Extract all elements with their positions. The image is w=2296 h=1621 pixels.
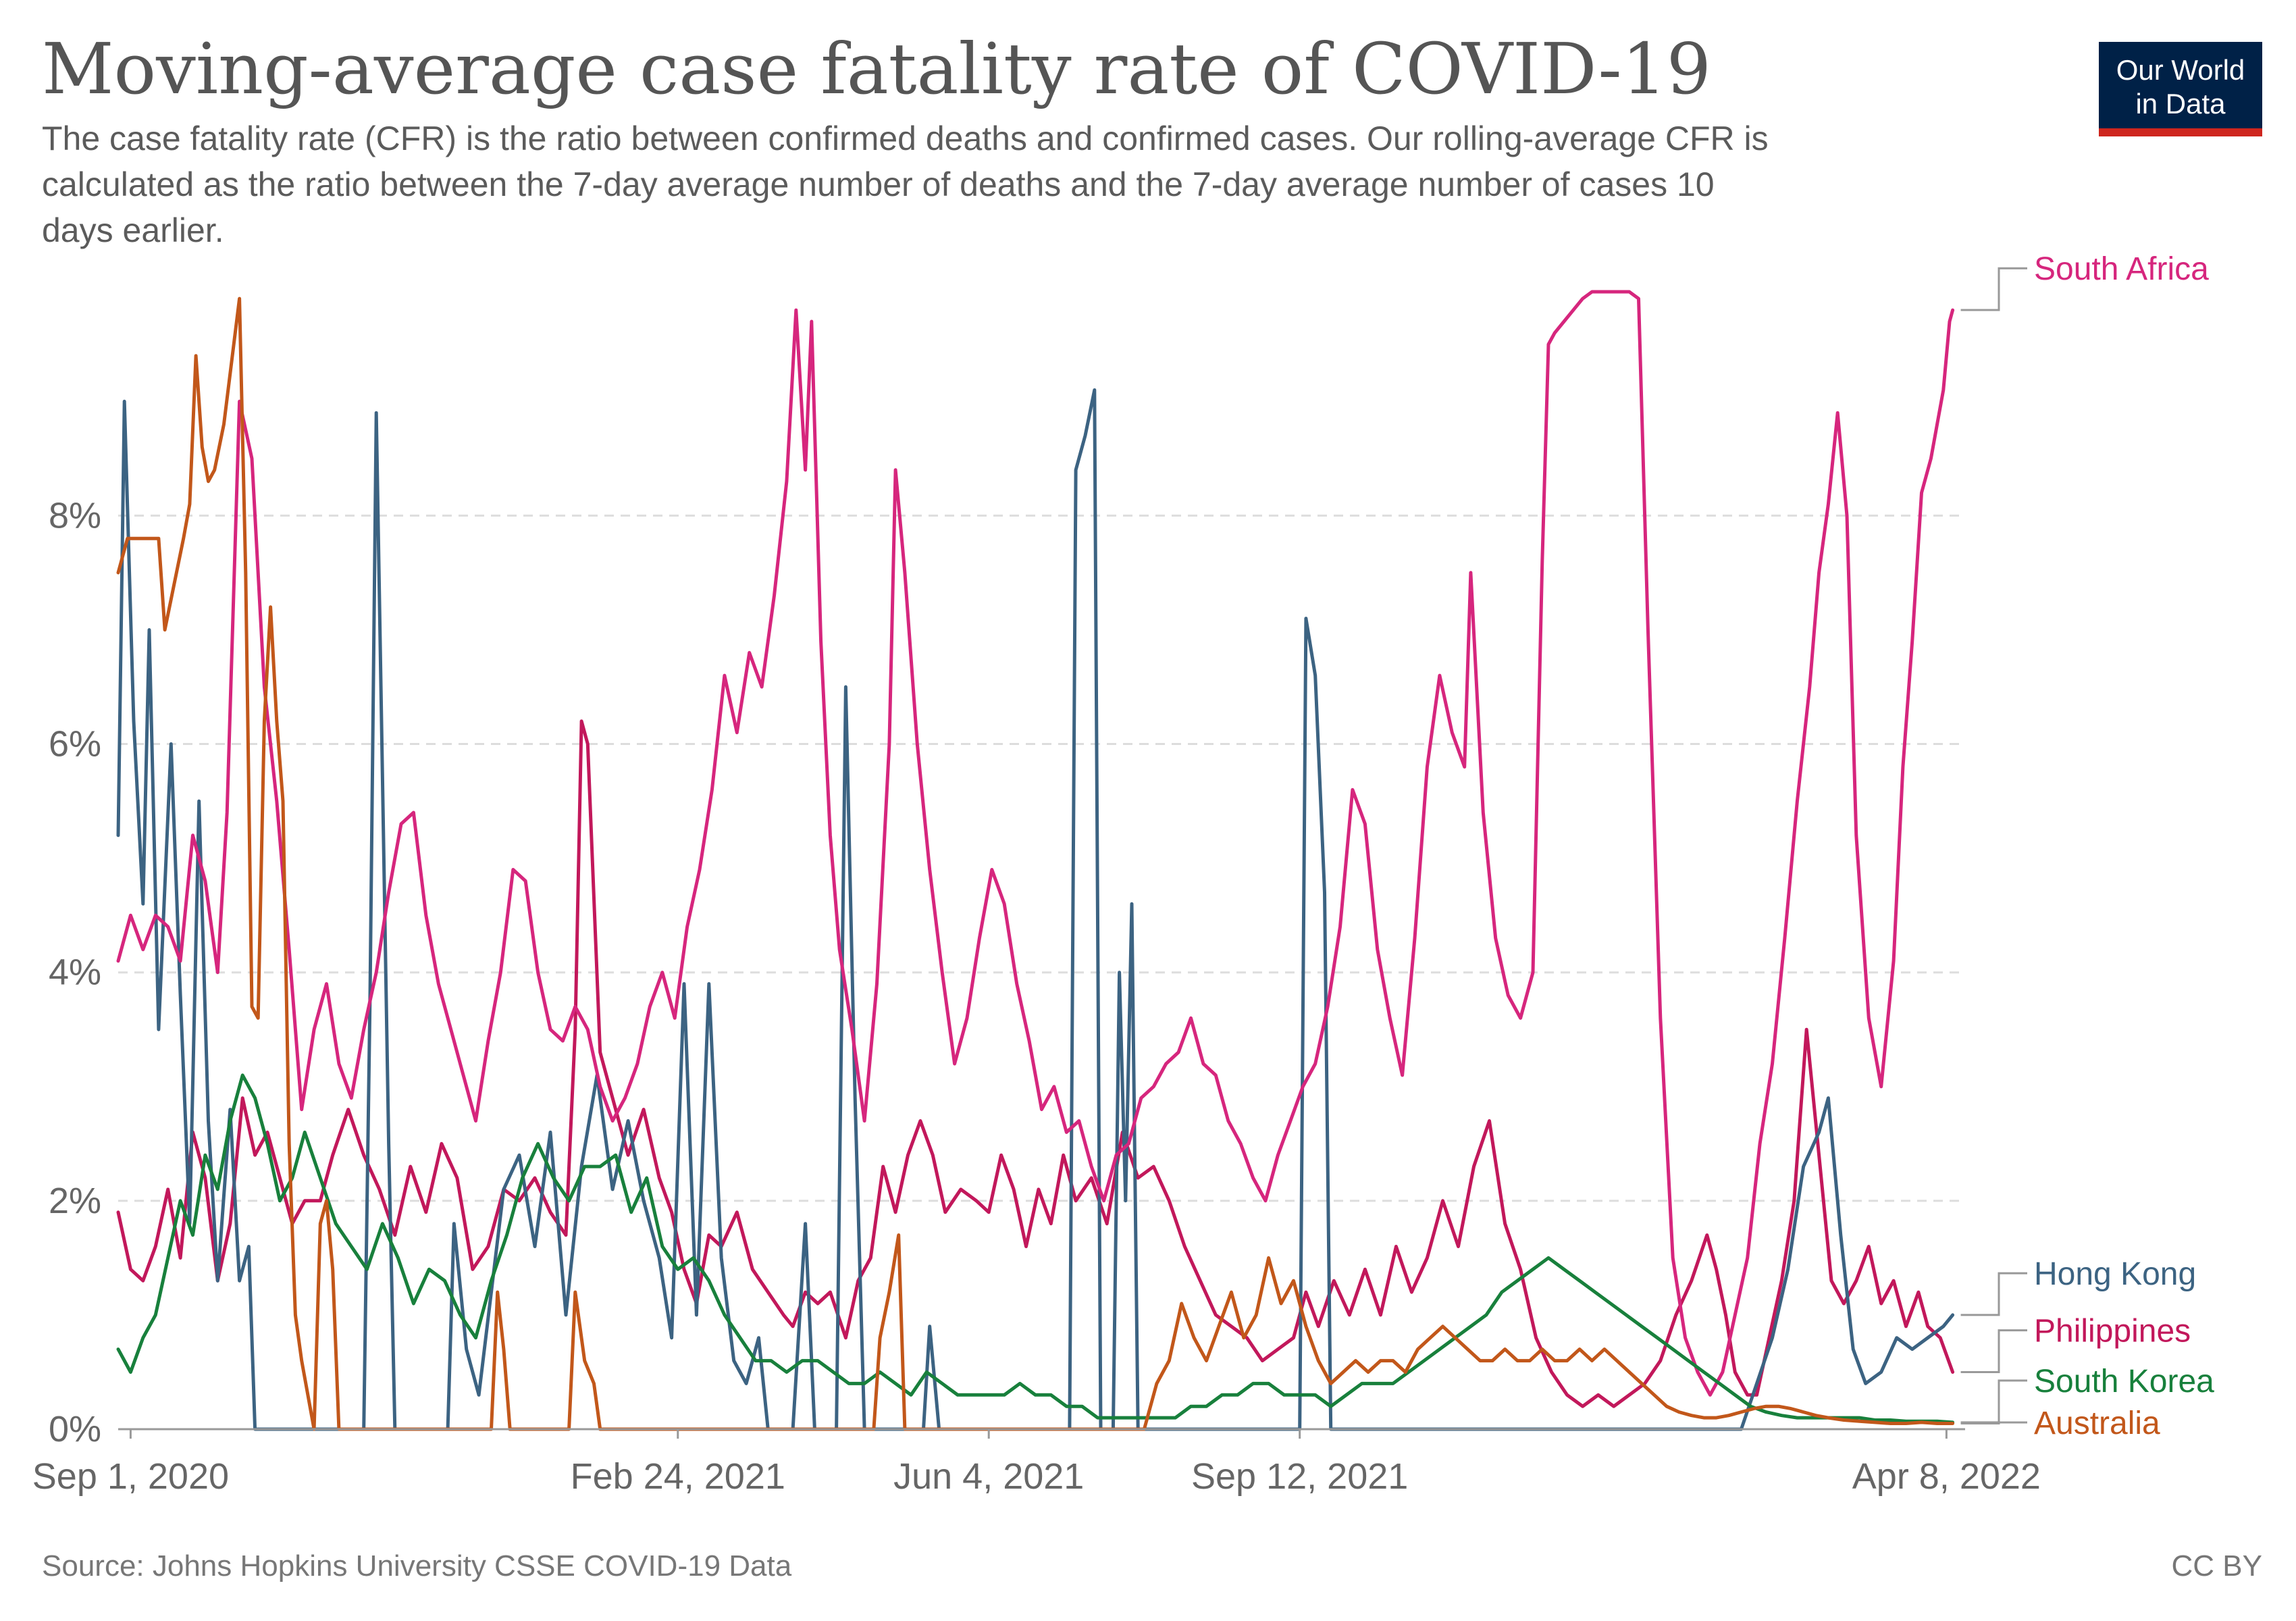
series-lines — [116, 290, 1955, 1431]
y-tick-label: 6% — [49, 724, 101, 765]
legend-connector-south-korea — [1960, 1379, 2027, 1424]
legend-connector-australia — [1960, 1421, 2027, 1425]
chart-title: Moving-average case fatality rate of COV… — [42, 28, 1711, 110]
y-tick-label: 2% — [49, 1181, 101, 1221]
license-label[interactable]: CC BY — [2172, 1549, 2262, 1583]
y-tick-label: 4% — [49, 952, 101, 993]
logo-text-line-2: in Data — [2135, 88, 2226, 120]
chart-subtitle-line-3: days earlier. — [42, 211, 224, 249]
y-axis-ticks: 0% 2% 4% 6% 8% — [49, 495, 101, 1449]
source-note[interactable]: Source: Johns Hopkins University CSSE CO… — [42, 1549, 792, 1583]
series-line-philippines[interactable] — [116, 719, 1955, 1408]
series-line-south-korea[interactable] — [116, 1073, 1955, 1424]
legend-label-australia[interactable]: Australia — [2034, 1406, 2160, 1441]
x-axis-ticks: Sep 1, 2020 Feb 24, 2021 Jun 4, 2021 Sep 12… — [32, 1429, 2041, 1497]
legend-label-philippines[interactable]: Philippines — [2034, 1314, 2191, 1349]
x-tick-label: Sep 1, 2020 — [32, 1456, 229, 1497]
y-tick-label: 8% — [49, 495, 101, 536]
logo-text-line-1: Our World — [2116, 54, 2245, 86]
legend-label-south-africa[interactable]: South Africa — [2034, 251, 2209, 287]
chart-subtitle-line-2: calculated as the ratio between the 7-da… — [42, 165, 1715, 203]
x-tick-label: Feb 24, 2021 — [571, 1456, 785, 1497]
x-tick-label: Jun 4, 2021 — [893, 1456, 1084, 1497]
x-tick-label: Apr 8, 2022 — [1852, 1456, 2041, 1497]
owid-logo[interactable]: Our World in Data — [2099, 42, 2262, 136]
logo-background — [2099, 42, 2262, 128]
legend: South Africa Hong Kong Philippines South Ko… — [1960, 251, 2214, 1441]
x-tick-label: Sep 12, 2021 — [1191, 1456, 1408, 1497]
legend-label-hong-kong[interactable]: Hong Kong — [2034, 1256, 2196, 1292]
legend-connector-philippines — [1960, 1329, 2027, 1373]
series-line-australia[interactable] — [116, 297, 1955, 1431]
logo-accent-bar — [2099, 128, 2262, 136]
y-tick-label: 0% — [49, 1409, 101, 1449]
legend-label-south-korea[interactable]: South Korea — [2034, 1364, 2214, 1399]
series-line-hong-kong[interactable] — [116, 388, 1955, 1431]
chart-subtitle-line-1: The case fatality rate (CFR) is the rati… — [42, 120, 1769, 157]
legend-connector-south-africa — [1960, 267, 2027, 311]
series-line-south-africa[interactable] — [116, 290, 1955, 1397]
legend-connector-hong-kong — [1960, 1272, 2027, 1316]
